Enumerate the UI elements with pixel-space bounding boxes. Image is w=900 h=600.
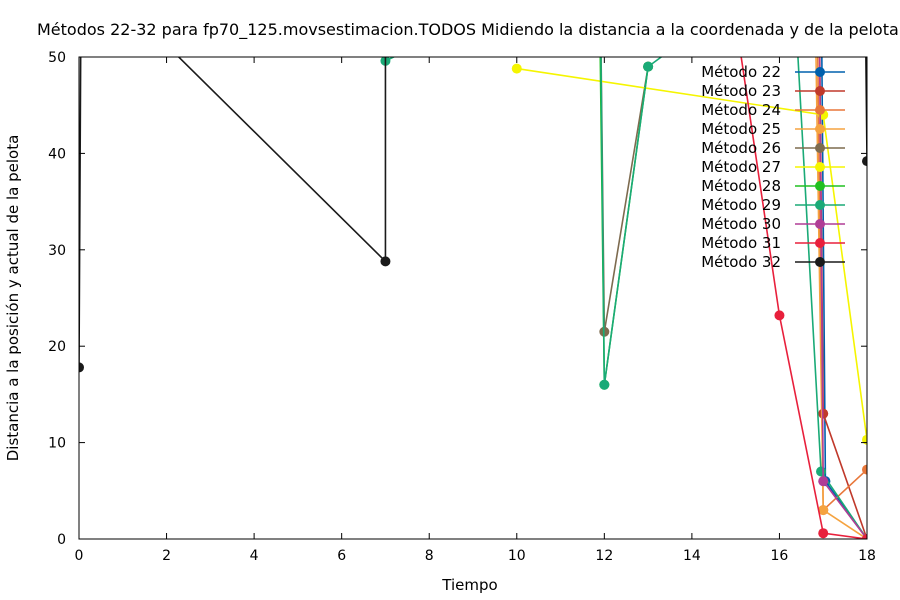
data-point: [862, 464, 867, 475]
legend-label: Método 23: [701, 82, 781, 100]
data-point: [816, 466, 827, 477]
legend-swatch-point: [815, 238, 825, 248]
data-point: [862, 156, 867, 167]
legend-swatch-point: [815, 86, 825, 96]
legend-label: Método 25: [701, 120, 781, 138]
x-tick-label: 8: [425, 548, 434, 564]
series-método-22: [820, 57, 867, 539]
series-método-31: [740, 57, 867, 539]
series-método-26: [599, 57, 654, 337]
legend-swatch-point: [815, 219, 825, 229]
legend-label: Método 27: [701, 158, 781, 176]
legend-item: Método 31: [701, 234, 845, 252]
series-line: [516, 67, 867, 440]
series-line: [599, 57, 649, 385]
series-line: [79, 57, 867, 368]
x-tick-label: 14: [683, 548, 701, 564]
data-point: [599, 379, 610, 390]
y-tick-label: 50: [48, 50, 66, 66]
legend-swatch-point: [815, 124, 825, 134]
legend-label: Método 31: [701, 234, 781, 252]
data-point: [818, 505, 829, 516]
legend-item: Método 23: [701, 82, 845, 100]
data-point: [643, 61, 654, 72]
x-tick-label: 18: [858, 548, 876, 564]
series-line: [740, 57, 867, 539]
y-tick-label: 40: [48, 146, 66, 162]
y-tick-label: 30: [48, 243, 66, 259]
data-point: [511, 63, 522, 74]
plot-frame: [78, 56, 868, 540]
x-tick-label: 10: [508, 548, 526, 564]
series-line: [818, 57, 867, 539]
x-tick-label: 2: [162, 548, 171, 564]
legend-item: Método 26: [701, 139, 845, 157]
legend-swatch-point: [815, 67, 825, 77]
y-axis-label: Distancia a la posición y actual de la p…: [4, 135, 22, 462]
x-tick-label: 4: [250, 548, 259, 564]
legend-swatch-point: [815, 257, 825, 267]
y-tick-label: 20: [48, 339, 66, 355]
legend-swatch-point: [815, 105, 825, 115]
legend-swatch-point: [815, 162, 825, 172]
x-tick-label: 0: [75, 548, 84, 564]
legend-item: Método 24: [701, 101, 845, 119]
series-line: [818, 57, 867, 539]
legend-label: Método 24: [701, 101, 781, 119]
legend-item: Método 22: [701, 63, 845, 81]
legend-label: Método 32: [701, 253, 781, 271]
y-tick-label: 10: [48, 436, 66, 452]
ticks-layer: 0 2 4 6 8 10 12 14 16 18 0 10 20 30 40 50: [48, 50, 876, 564]
legend-item: Método 29: [701, 196, 845, 214]
legend-item: Método 27: [701, 158, 845, 176]
legend-swatch-point: [815, 143, 825, 153]
data-point: [380, 256, 391, 267]
series-line: [385, 57, 867, 539]
legend-swatch-point: [815, 181, 825, 191]
legend-item: Método 30: [701, 215, 845, 233]
series-método-32: [79, 57, 867, 373]
legend-item: Método 25: [701, 120, 845, 138]
series-line: [600, 57, 649, 332]
x-axis-label: Tiempo: [441, 576, 497, 594]
series-método-29: [380, 57, 867, 539]
legend-label: Método 26: [701, 139, 781, 157]
data-point: [818, 528, 829, 539]
legend-label: Método 22: [701, 63, 781, 81]
chart-title: Métodos 22-32 para fp70_125.movsestimaci…: [37, 20, 899, 40]
data-point: [79, 362, 84, 373]
x-tick-label: 16: [771, 548, 789, 564]
legend-item: Método 28: [701, 177, 845, 195]
legend-item: Método 32: [701, 253, 845, 271]
data-point: [862, 534, 867, 539]
legend-label: Método 29: [701, 196, 781, 214]
y-tick-label: 0: [57, 532, 66, 548]
legend-swatch-point: [815, 200, 825, 210]
legend-label: Método 30: [701, 215, 781, 233]
data-point: [774, 310, 785, 321]
legend-label: Método 28: [701, 177, 781, 195]
x-tick-label: 12: [595, 548, 613, 564]
x-tick-label: 6: [337, 548, 346, 564]
data-point: [818, 476, 829, 487]
